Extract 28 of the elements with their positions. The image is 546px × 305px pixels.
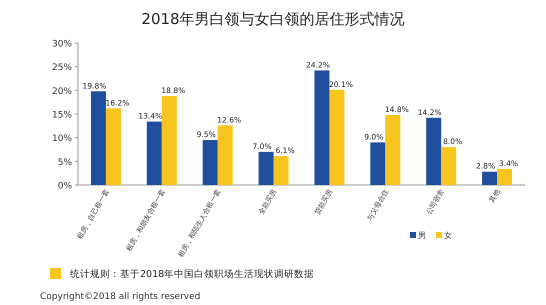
bar bbox=[218, 125, 233, 185]
y-tick-label: 30% bbox=[52, 40, 72, 50]
y-tick-label: 10% bbox=[52, 134, 72, 144]
text: Copyright©2018 all rights reserved bbox=[40, 292, 200, 302]
chart-title: 2018年男白领与女白领的居住形式情况 bbox=[141, 10, 405, 28]
bar bbox=[90, 91, 106, 185]
bar bbox=[274, 156, 289, 185]
bar bbox=[202, 140, 218, 185]
bar bbox=[482, 172, 498, 185]
y-tick-label: 0% bbox=[58, 182, 72, 192]
legend-label: 女 bbox=[444, 231, 452, 240]
bar bbox=[329, 90, 344, 185]
bar bbox=[497, 168, 512, 185]
bar bbox=[314, 70, 330, 185]
bar bbox=[258, 152, 274, 185]
bar bbox=[441, 147, 456, 185]
text: 统计规则：基于2018年中国白领职场生活现状调研数据 bbox=[70, 268, 314, 280]
y-tick-label: 20% bbox=[52, 86, 72, 97]
bar bbox=[146, 122, 162, 185]
bar bbox=[370, 142, 386, 185]
bar bbox=[106, 108, 121, 185]
bar bbox=[162, 96, 177, 185]
bar bbox=[385, 114, 400, 185]
legend-label: 男 bbox=[418, 231, 426, 240]
y-tick-label: 15% bbox=[52, 110, 72, 120]
y-tick-label: 25% bbox=[52, 63, 72, 74]
bar bbox=[426, 118, 442, 185]
y-tick-label: 5% bbox=[58, 158, 72, 168]
